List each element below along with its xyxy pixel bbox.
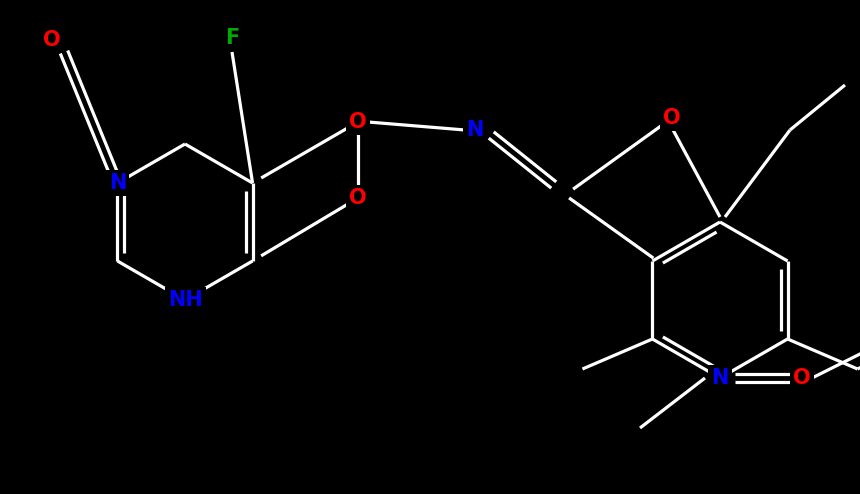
- Text: O: O: [663, 108, 681, 128]
- Text: N: N: [466, 120, 483, 140]
- Text: O: O: [793, 368, 811, 388]
- Text: O: O: [43, 30, 61, 50]
- Text: F: F: [224, 28, 239, 48]
- Text: O: O: [349, 188, 367, 208]
- Text: N: N: [108, 173, 126, 193]
- Text: O: O: [349, 112, 367, 132]
- Text: NH: NH: [168, 290, 202, 310]
- Text: N: N: [711, 368, 728, 388]
